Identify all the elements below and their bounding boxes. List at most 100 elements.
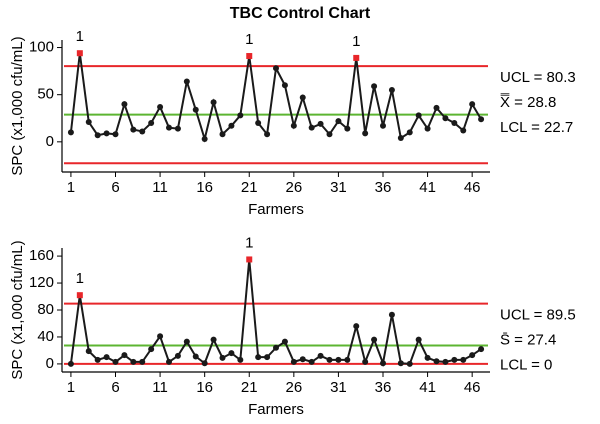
x-tick-label: 6	[111, 379, 119, 396]
data-point	[273, 344, 279, 351]
data-point	[148, 119, 155, 126]
data-point	[219, 131, 226, 138]
data-point	[406, 360, 413, 367]
data-point	[353, 323, 360, 330]
control-line-label: S̄ = 27.4	[500, 332, 556, 349]
x-tick-label: 36	[375, 379, 392, 396]
annotation: 1	[352, 33, 360, 50]
data-point	[192, 353, 199, 360]
data-point	[166, 124, 172, 131]
data-point	[442, 115, 449, 122]
data-point	[469, 352, 476, 359]
data-point	[201, 136, 208, 142]
data-point	[442, 358, 449, 365]
data-point	[415, 112, 422, 119]
data-point	[317, 352, 324, 359]
data-point	[85, 348, 92, 355]
data-point	[255, 354, 262, 361]
data-point	[451, 356, 458, 363]
y-tick-label: 0	[46, 355, 54, 372]
data-point	[67, 129, 74, 136]
data-point	[264, 131, 271, 138]
data-point	[371, 83, 378, 90]
x-tick-label: 26	[285, 179, 302, 196]
x-tick-label: 16	[196, 179, 213, 196]
data-point	[210, 99, 217, 106]
out-of-control-point	[76, 50, 83, 57]
y-axis-label: SPC (x1,000 cfu/mL)	[9, 36, 26, 175]
x-tick-label: 41	[419, 379, 436, 396]
data-point	[478, 346, 485, 353]
data-point	[130, 126, 137, 133]
data-point	[290, 358, 297, 365]
x-tick-label: 41	[419, 179, 436, 196]
y-tick-label: 50	[37, 86, 54, 103]
data-point	[380, 360, 386, 367]
data-point	[460, 356, 467, 363]
x-tick-label: 21	[241, 379, 258, 396]
x-tick-label: 21	[241, 179, 258, 196]
data-point	[94, 132, 101, 139]
x-axis-label: Farmers	[248, 401, 304, 418]
data-point	[85, 119, 92, 126]
data-point	[228, 122, 235, 129]
control-line-label: UCL = 89.5	[500, 307, 576, 324]
y-tick-label: 80	[37, 301, 54, 318]
data-point	[183, 338, 190, 345]
data-point	[433, 104, 440, 111]
data-point	[424, 125, 431, 132]
data-point	[281, 82, 288, 89]
x-tick-label: 36	[375, 179, 392, 196]
x-tick-label: 16	[196, 379, 213, 396]
control-line-label: LCL = 22.7	[500, 119, 573, 136]
y-tick-label: 160	[29, 247, 54, 264]
data-point	[264, 354, 271, 361]
out-of-control-point	[246, 53, 253, 60]
x-tick-label: 11	[152, 179, 168, 196]
data-point	[166, 358, 172, 365]
y-axis-label: SPC (x1,000 cfu/mL)	[9, 240, 26, 379]
data-point	[67, 360, 74, 367]
data-point	[290, 122, 297, 129]
y-tick-label: 100	[29, 39, 54, 56]
y-tick-label: 40	[37, 328, 54, 345]
data-point	[157, 333, 164, 340]
data-point	[397, 360, 404, 367]
data-point	[397, 135, 404, 142]
data-point	[433, 358, 440, 365]
annotation: 1	[76, 28, 84, 45]
data-point	[478, 116, 485, 123]
data-point	[415, 336, 422, 343]
x-tick-label: 26	[285, 379, 302, 396]
data-point	[139, 128, 146, 135]
data-point	[308, 358, 315, 365]
x-tick-label: 11	[152, 379, 168, 396]
control-line-label: LCL = 0	[500, 357, 552, 374]
data-point	[388, 86, 395, 93]
data-point	[201, 360, 208, 367]
data-point	[103, 130, 110, 137]
data-point	[210, 336, 217, 343]
x-tick-label: 1	[67, 179, 75, 196]
data-point	[388, 311, 395, 318]
data-point	[335, 118, 342, 125]
data-point	[121, 352, 128, 359]
data-point	[344, 356, 351, 363]
data-point	[112, 358, 119, 365]
data-point	[237, 356, 244, 363]
data-point	[406, 129, 413, 136]
data-point	[362, 130, 369, 137]
data-point	[183, 78, 190, 85]
data-point	[469, 101, 476, 108]
x-tick-label: 31	[330, 179, 347, 196]
data-point	[130, 358, 137, 365]
data-point	[237, 112, 244, 119]
annotation: 1	[76, 270, 84, 287]
data-point	[148, 346, 155, 353]
data-point	[112, 131, 119, 138]
out-of-control-point	[76, 292, 83, 299]
x-tick-label: 6	[111, 179, 119, 196]
data-point	[371, 336, 378, 343]
data-point	[344, 125, 351, 132]
data-point	[219, 354, 226, 361]
